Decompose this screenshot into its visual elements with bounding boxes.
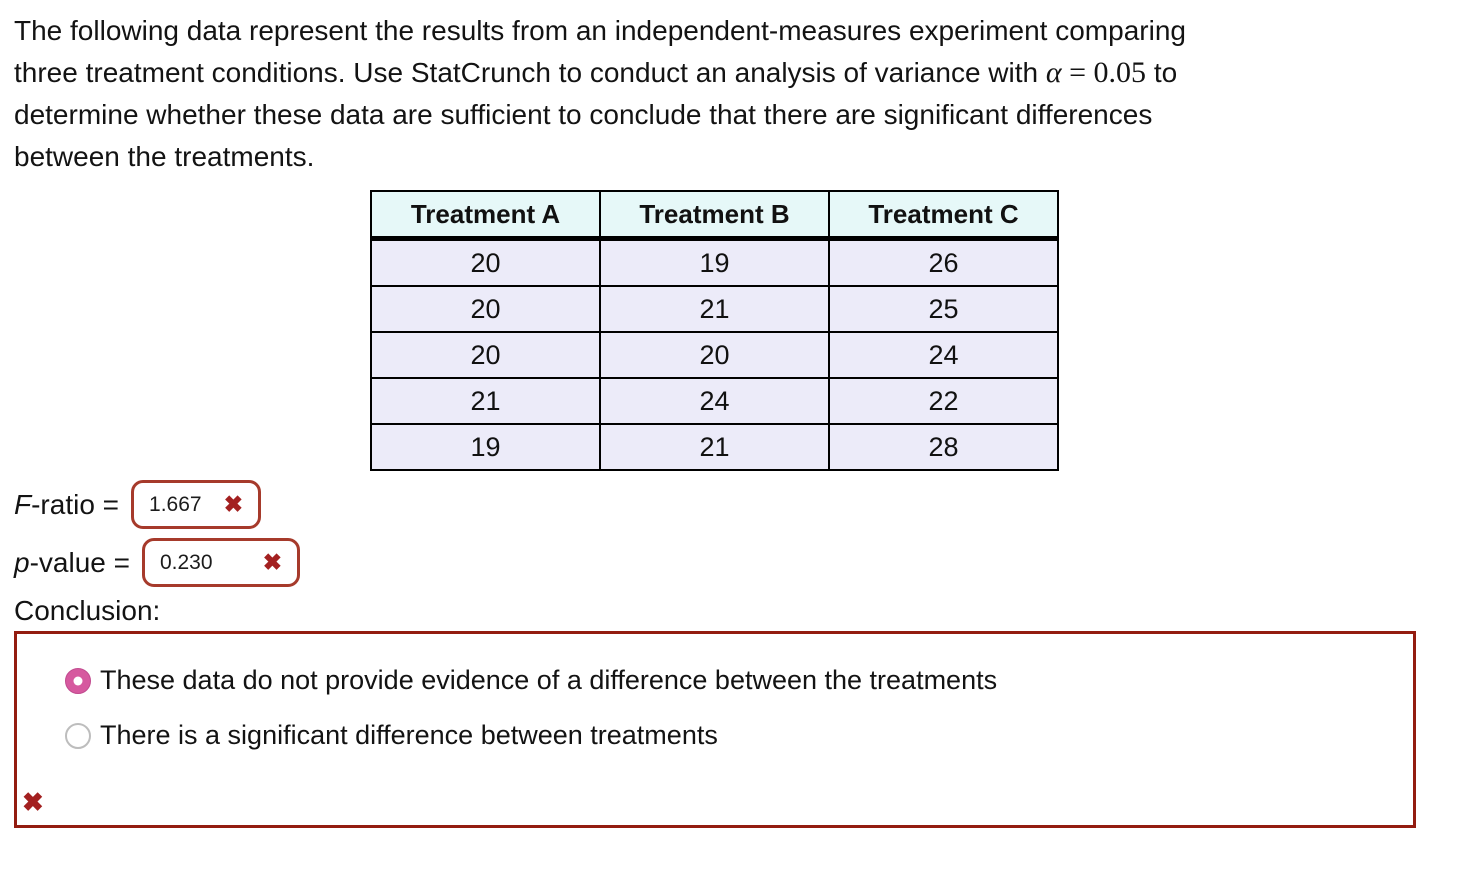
table-cell: 22	[828, 377, 1059, 425]
table-row: 20 19 26	[370, 237, 1059, 287]
table-cell: 20	[599, 331, 830, 379]
conclusion-option-2-label: There is a significant difference betwee…	[100, 720, 718, 750]
alpha-symbol: α	[1045, 56, 1062, 89]
f-ratio-input[interactable]: 1.667 ✖	[131, 480, 262, 529]
p-value-label-italic: p	[14, 546, 30, 578]
incorrect-x-icon: ✖	[262, 549, 282, 575]
table-header-row: Treatment A Treatment B Treatment C	[370, 190, 1059, 241]
f-ratio-row: F-ratio = 1.667 ✖	[14, 480, 1466, 529]
conclusion-option-1-label: These data do not provide evidence of a …	[100, 665, 998, 695]
table-row: 20 21 25	[370, 285, 1059, 333]
f-ratio-value: 1.667	[149, 492, 202, 516]
p-value-label: p-value =	[14, 547, 130, 579]
table-cell: 20	[370, 285, 601, 333]
question-line-3: determine whether these data are suffici…	[14, 99, 1153, 130]
table-cell: 21	[370, 377, 601, 425]
f-ratio-label: F-ratio =	[14, 489, 119, 521]
p-value-input[interactable]: 0.230 ✖	[141, 538, 300, 587]
table-cell: 28	[828, 423, 1059, 471]
p-value-value: 0.230	[159, 550, 213, 574]
table-cell: 21	[599, 423, 830, 471]
question-line-1: The following data represent the results…	[14, 15, 1186, 46]
table-row: 20 20 24	[370, 331, 1059, 379]
question-line-2: three treatment conditions. Use StatCrun…	[14, 52, 1466, 94]
table-cell: 24	[599, 377, 830, 425]
table-cell: 24	[828, 331, 1059, 379]
table-cell: 21	[599, 285, 830, 333]
treatment-data-table: Treatment A Treatment B Treatment C 20 1…	[370, 190, 1059, 471]
f-ratio-label-rest: -ratio =	[31, 488, 120, 520]
table-cell: 19	[599, 237, 830, 287]
column-header-treatment-a: Treatment A	[370, 190, 601, 241]
p-value-row: p-value = 0.230 ✖	[14, 538, 1466, 587]
radio-button-unselected[interactable]	[65, 722, 91, 749]
table-cell: 19	[370, 423, 601, 471]
table-cell: 20	[370, 331, 601, 379]
table-row: 21 24 22	[370, 377, 1059, 425]
column-header-treatment-c: Treatment C	[828, 190, 1059, 241]
f-ratio-label-italic: F	[14, 488, 32, 520]
p-value-label-rest: -value =	[29, 546, 130, 578]
question-line-2-tail: to	[1146, 57, 1178, 88]
radio-button-selected[interactable]	[65, 667, 91, 694]
table-cell: 26	[828, 237, 1059, 287]
question-page: The following data represent the results…	[0, 0, 1466, 828]
incorrect-x-icon: ✖	[223, 491, 244, 517]
conclusion-label: Conclusion:	[14, 595, 161, 626]
table-cell: 20	[370, 237, 601, 287]
question-text: The following data represent the results…	[14, 10, 1466, 178]
question-line-4: between the treatments.	[14, 141, 315, 172]
conclusion-option-1[interactable]: These data do not provide evidence of a …	[65, 665, 1413, 696]
incorrect-x-icon: ✖	[22, 787, 44, 817]
table-cell: 25	[828, 285, 1059, 333]
column-header-treatment-b: Treatment B	[599, 190, 830, 241]
conclusion-answer-box: These data do not provide evidence of a …	[14, 631, 1416, 828]
conclusion-option-2[interactable]: There is a significant difference betwee…	[65, 720, 1413, 751]
question-line-2-text: three treatment conditions. Use StatCrun…	[14, 57, 1046, 88]
alpha-value: = 0.05	[1061, 56, 1147, 89]
table-row: 19 21 28	[370, 423, 1059, 471]
